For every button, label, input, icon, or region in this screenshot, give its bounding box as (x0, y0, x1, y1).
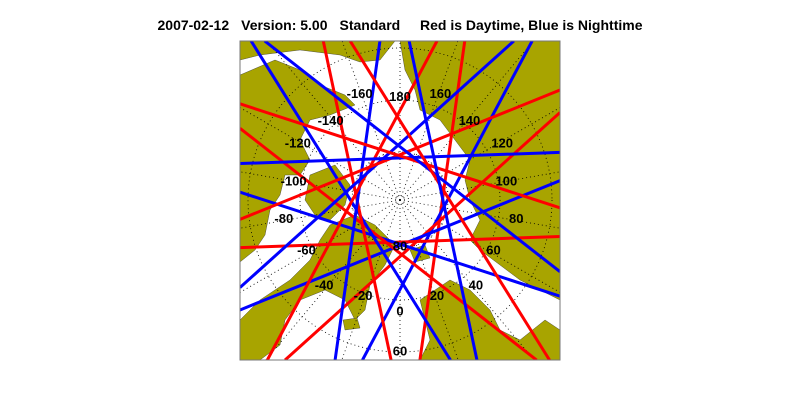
title-version: Version: 5.00 (241, 17, 328, 33)
longitude-label: -100 (281, 174, 307, 189)
day-track (266, 41, 439, 360)
night-track (333, 41, 382, 360)
longitude-label: 180 (389, 89, 411, 104)
longitude-label: 120 (491, 135, 513, 150)
longitude-label: -60 (297, 243, 316, 258)
longitude-label: -40 (315, 277, 334, 292)
latitude-label: 60 (393, 343, 407, 358)
meridian-line (399, 199, 459, 360)
longitude-label: 140 (459, 113, 481, 128)
title-legend: Red is Daytime, Blue is Nighttime (419, 17, 643, 33)
longitude-label: -120 (285, 135, 311, 150)
meridian-line (341, 199, 401, 360)
meridian-line (399, 41, 459, 201)
meridian-line (266, 41, 401, 201)
title-product: Standard (339, 17, 401, 33)
meridian-line (399, 199, 535, 360)
night-track (263, 41, 560, 273)
day-track (348, 41, 551, 360)
longitude-label: 160 (430, 86, 452, 101)
longitude-label: -80 (274, 211, 293, 226)
land-alaska-west (240, 41, 396, 63)
day-track (240, 234, 560, 250)
longitude-label: 100 (496, 174, 518, 189)
night-track (361, 41, 534, 360)
longitude-label: 0 (396, 304, 403, 319)
title-date: 2007-02-12 (157, 17, 230, 33)
night-track (240, 150, 560, 166)
meridian-line (265, 199, 401, 360)
longitude-label: 80 (509, 211, 523, 226)
satellite-tracks (240, 41, 560, 360)
chart-title: 2007-02-12 Version: 5.00 Standard Red is D… (0, 17, 800, 33)
meridian-line (399, 41, 534, 201)
longitude-label: 60 (486, 243, 500, 258)
longitude-label: -140 (318, 113, 344, 128)
latitude-label: 80 (393, 238, 407, 253)
latitude-circle (247, 47, 553, 353)
longitude-label: 20 (430, 288, 444, 303)
day-track (240, 127, 538, 360)
night-track (407, 41, 479, 360)
meridian-line (341, 41, 401, 201)
map-frame (239, 40, 561, 361)
land-iceland (342, 317, 361, 331)
longitude-label: -20 (354, 288, 373, 303)
day-track (240, 102, 560, 210)
longitude-label: -160 (347, 86, 373, 101)
longitude-label: 40 (469, 277, 483, 292)
night-track (240, 190, 560, 298)
